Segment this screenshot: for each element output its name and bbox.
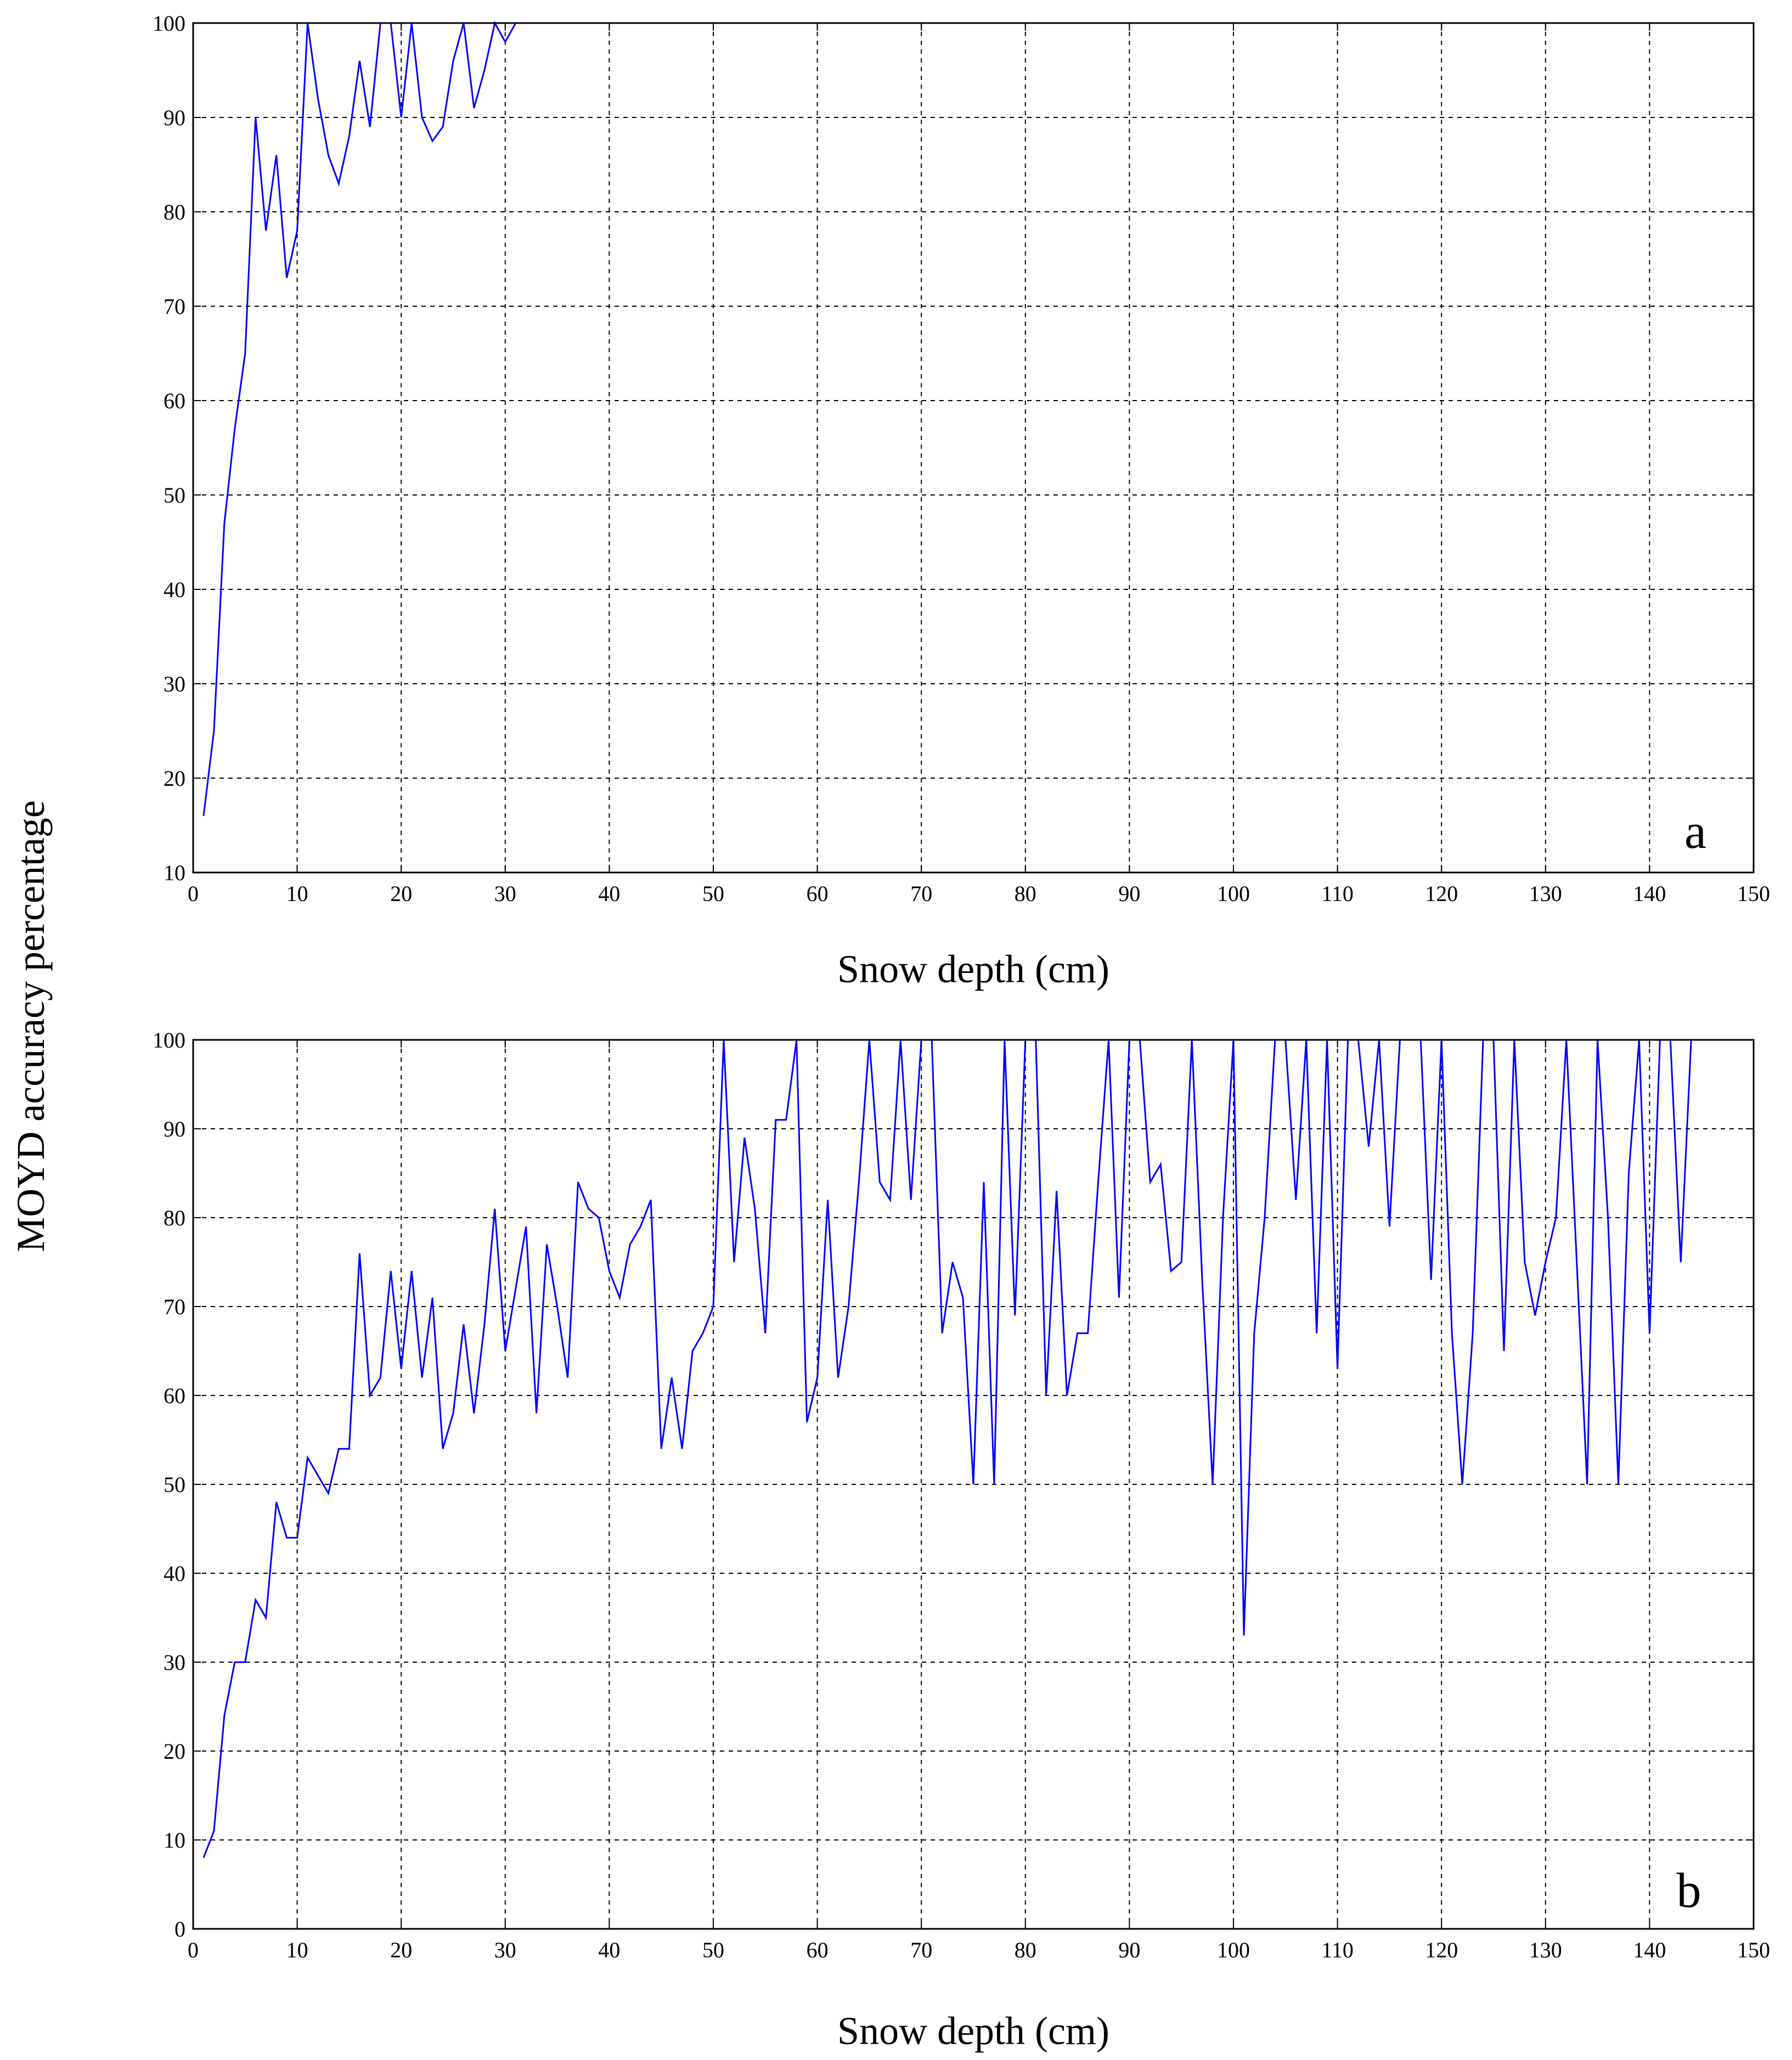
y-tick-label-b: 50	[164, 1472, 185, 1497]
x-tick-label-a: 110	[1321, 881, 1354, 906]
y-tick-label-b: 60	[164, 1383, 185, 1408]
x-tick-label-b: 60	[807, 1938, 829, 1962]
plot-frame-a	[192, 22, 1755, 874]
series-line-b-0	[202, 1039, 1702, 1858]
x-tick-label-b: 20	[390, 1938, 412, 1962]
y-tick-label-a: 90	[164, 105, 185, 130]
y-tick-label-a: 10	[164, 860, 185, 885]
chart-panel-b: 0 10 20 30 40 50 60 70 80 90 100 110 120 130 140 150 0 10…	[153, 1028, 1770, 2053]
chart-panel-a: 0 10 20 30 40 50 60 70 80 90 100 110 120 130 140 150102…	[153, 11, 1770, 991]
x-tick-label-b: 70	[910, 1938, 932, 1962]
panel-label-a: a	[1684, 804, 1706, 859]
y-tick-label-a: 50	[164, 483, 185, 508]
y-tick-label-b: 100	[153, 1028, 185, 1052]
series-layer-b	[202, 1039, 1702, 1858]
y-tick-label-b: 70	[164, 1294, 185, 1319]
x-tick-label-b: 90	[1118, 1938, 1140, 1962]
x-tick-label-a: 30	[494, 881, 516, 906]
y-tick-label-a: 80	[164, 200, 185, 224]
x-tick-label-a: 60	[807, 881, 829, 906]
x-tick-label-b: 80	[1015, 1938, 1036, 1962]
shared-y-axis-title: MOYD accuracy percentage	[9, 800, 53, 1252]
x-tick-label-b: 10	[286, 1938, 308, 1962]
y-tick-label-b: 0	[174, 1917, 185, 1941]
x-tick-label-a: 0	[188, 881, 199, 906]
x-tick-label-a: 70	[910, 881, 932, 906]
x-tick-label-a: 90	[1118, 881, 1140, 906]
y-tick-label-b: 10	[164, 1828, 185, 1853]
x-tick-label-a: 40	[598, 881, 620, 906]
x-tick-label-b: 150	[1737, 1938, 1770, 1962]
x-tick-label-b: 40	[598, 1938, 620, 1962]
ticks-b: 0 10 20 30 40 50 60 70 80 90 100 110 120 130 140 150 0 10…	[153, 1028, 1770, 1962]
y-tick-label-a: 20	[164, 766, 185, 791]
grid-lines-a	[193, 23, 1754, 873]
x-tick-label-a: 50	[702, 881, 724, 906]
y-tick-label-b: 80	[164, 1206, 185, 1230]
y-tick-label-a: 100	[153, 11, 185, 36]
x-tick-label-a: 140	[1633, 881, 1666, 906]
x-tick-label-a: 120	[1425, 881, 1458, 906]
x-tick-label-b: 140	[1633, 1938, 1666, 1962]
ticks-a: 0 10 20 30 40 50 60 70 80 90 100 110 120 130 140 150102…	[153, 11, 1770, 906]
x-tick-label-a: 150	[1737, 881, 1770, 906]
x-axis-title-a: Snow depth (cm)	[837, 947, 1109, 991]
x-tick-label-b: 130	[1529, 1938, 1562, 1962]
y-tick-label-a: 30	[164, 672, 185, 696]
x-tick-label-b: 0	[188, 1938, 199, 1962]
y-tick-label-a: 60	[164, 389, 185, 413]
y-tick-label-a: 70	[164, 294, 185, 319]
x-tick-label-b: 50	[702, 1938, 724, 1962]
y-tick-label-b: 20	[164, 1739, 185, 1764]
x-tick-label-a: 100	[1217, 881, 1250, 906]
x-tick-label-b: 120	[1425, 1938, 1458, 1962]
y-tick-label-b: 30	[164, 1650, 185, 1675]
y-tick-label-a: 40	[164, 577, 185, 602]
x-axis-title-b: Snow depth (cm)	[837, 2009, 1109, 2053]
y-tick-label-b: 90	[164, 1117, 185, 1141]
x-tick-label-a: 20	[390, 881, 412, 906]
x-tick-label-b: 30	[494, 1938, 516, 1962]
y-tick-label-b: 40	[164, 1561, 185, 1586]
x-tick-label-b: 100	[1217, 1938, 1250, 1962]
x-tick-label-b: 110	[1321, 1938, 1354, 1962]
x-tick-label-a: 130	[1529, 881, 1562, 906]
x-tick-label-a: 80	[1015, 881, 1036, 906]
x-tick-label-a: 10	[286, 881, 308, 906]
grid-lines-b	[193, 1040, 1754, 1929]
panel-label-b: b	[1677, 1864, 1701, 1918]
